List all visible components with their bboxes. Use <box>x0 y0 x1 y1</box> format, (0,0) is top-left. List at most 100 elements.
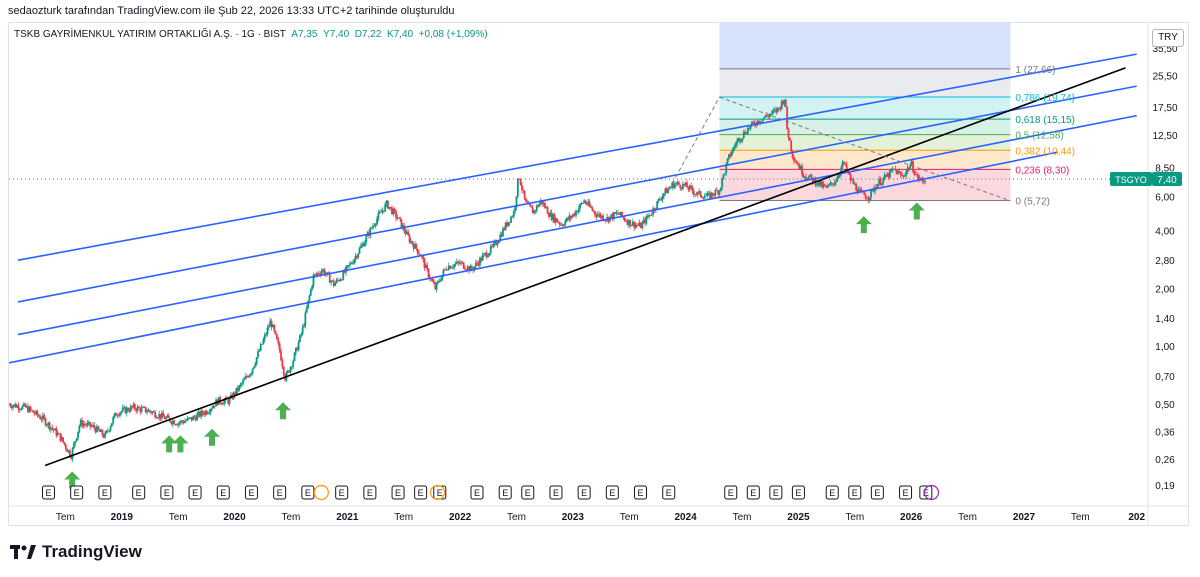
earnings-marker-box <box>335 485 349 500</box>
candle-body <box>656 201 659 209</box>
candle-body <box>377 213 380 219</box>
candle-body <box>174 424 177 426</box>
tradingview-logo[interactable]: TradingView <box>10 542 142 562</box>
chart-frame[interactable] <box>8 22 1189 526</box>
earnings-marker-icon[interactable]: E <box>98 485 112 500</box>
earnings-marker-icon[interactable]: E <box>244 485 258 500</box>
time-axis-tick-label: 2027 <box>1013 512 1036 523</box>
earnings-marker-icon[interactable]: E <box>273 485 287 500</box>
candle-body <box>392 208 395 215</box>
earnings-marker-icon[interactable]: E <box>470 485 484 500</box>
time-axis-tick-label: Tem <box>281 512 300 523</box>
earnings-marker-icon[interactable]: E <box>70 485 84 500</box>
earnings-marker-label: E <box>638 488 644 498</box>
earnings-marker-icon[interactable]: E <box>216 485 230 500</box>
candle-body <box>546 207 549 214</box>
candle-body <box>41 415 44 420</box>
candle-body <box>885 174 887 177</box>
candle-body <box>514 207 517 212</box>
candle-body <box>73 443 75 449</box>
candle-body <box>257 351 259 358</box>
earnings-marker-icon[interactable]: E <box>577 485 591 500</box>
time-axis-tick-label: 2021 <box>336 512 359 523</box>
earnings-marker-icon[interactable]: E <box>521 485 535 500</box>
candle-body <box>451 267 454 269</box>
earnings-marker-box <box>470 485 484 500</box>
earnings-marker-icon[interactable]: E <box>391 485 405 500</box>
currency-button[interactable]: TRY <box>1152 29 1184 47</box>
price-axis-tick-label: 6,00 <box>1155 193 1175 204</box>
candle-body <box>50 427 52 430</box>
candle-body <box>64 444 67 449</box>
candle-body <box>592 210 595 212</box>
earnings-marker-icon[interactable]: E <box>188 485 202 500</box>
candle-body <box>470 265 473 270</box>
candle-body <box>416 248 419 254</box>
candle-body <box>294 347 297 353</box>
earnings-marker-icon[interactable]: E <box>605 485 619 500</box>
candle-body <box>399 217 401 220</box>
candle-body <box>82 423 85 427</box>
candle-body <box>265 334 268 336</box>
candle-body <box>90 426 93 427</box>
candle-body <box>135 409 138 412</box>
fib-level-label: 0,382 (10,44) <box>1015 146 1075 157</box>
candle-body <box>496 243 499 245</box>
candle-body <box>847 170 849 173</box>
candle-body <box>882 178 885 184</box>
earnings-marker-label: E <box>728 488 734 498</box>
earnings-marker-icon[interactable]: E <box>724 485 738 500</box>
earnings-marker-icon[interactable]: E <box>160 485 174 500</box>
candle-body <box>273 324 276 331</box>
earnings-marker-icon[interactable]: E <box>549 485 563 500</box>
candle-body <box>686 182 688 188</box>
earnings-marker-icon[interactable]: E <box>363 485 377 500</box>
earnings-marker-icon[interactable]: E <box>899 485 913 500</box>
earnings-marker-icon[interactable]: E <box>335 485 349 500</box>
earnings-marker-icon[interactable]: E <box>132 485 146 500</box>
candle-body <box>177 423 180 426</box>
symbol-price-tag-label: TSGYO <box>1115 175 1147 185</box>
earnings-marker-icon[interactable]: E <box>848 485 862 500</box>
candle-body <box>240 383 243 385</box>
candle-body <box>556 218 558 223</box>
earnings-marker-icon[interactable]: E <box>825 485 839 500</box>
tradingview-icon <box>10 545 36 559</box>
earnings-marker-icon[interactable]: E <box>791 485 805 500</box>
earnings-marker-box <box>870 485 884 500</box>
earnings-marker-icon[interactable]: E <box>301 485 315 500</box>
candle-body <box>29 406 32 410</box>
candle-body <box>456 261 458 264</box>
candle-body <box>173 420 175 425</box>
candle-body <box>602 215 604 221</box>
candle-body <box>280 350 282 361</box>
candle-body <box>278 343 281 351</box>
price-axis-tick-label: 12,50 <box>1152 131 1177 142</box>
candle-body <box>913 171 916 175</box>
candle-body <box>844 163 847 165</box>
candle-body <box>737 138 740 141</box>
candle-body <box>579 203 581 209</box>
earnings-marker-icon[interactable]: E <box>634 485 648 500</box>
fib-level-label: 0,236 (8,30) <box>1015 165 1069 176</box>
projection-dashed-line <box>719 96 1011 202</box>
earnings-marker-box <box>746 485 760 500</box>
earnings-marker-icon[interactable]: E <box>746 485 760 500</box>
candle-body <box>158 414 161 418</box>
symbol-name[interactable]: TSKB GAYRİMENKUL YATIRIM ORTAKLIĞI A.Ş. … <box>14 29 286 40</box>
candle-body <box>776 107 779 113</box>
earnings-marker-icon[interactable]: E <box>414 485 428 500</box>
candle-body <box>890 169 893 171</box>
earnings-marker-icon[interactable]: E <box>41 485 55 500</box>
candle-body <box>79 420 82 426</box>
earnings-marker-icon[interactable]: E <box>919 485 933 500</box>
earnings-marker-icon[interactable]: E <box>870 485 884 500</box>
earnings-marker-icon[interactable]: E <box>662 485 676 500</box>
candle-body <box>512 211 515 217</box>
earnings-marker-box <box>273 485 287 500</box>
earnings-marker-icon[interactable]: E <box>498 485 512 500</box>
candle-body <box>631 221 634 226</box>
candle-body <box>714 189 717 196</box>
earnings-marker-icon[interactable]: E <box>769 485 783 500</box>
